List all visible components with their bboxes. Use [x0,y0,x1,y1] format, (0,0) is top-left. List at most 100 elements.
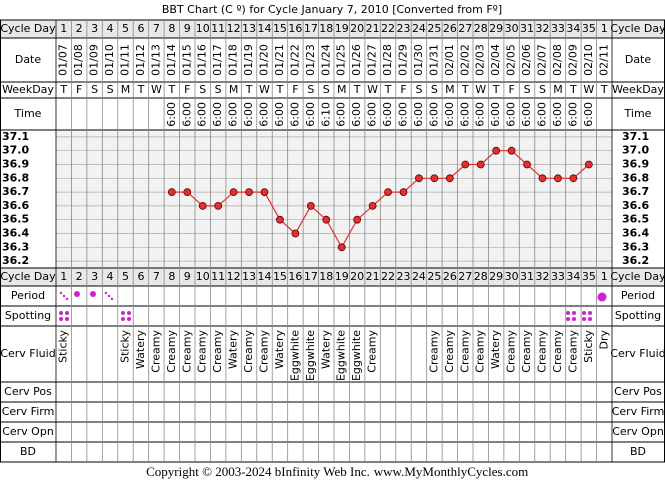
weekday: S [323,83,330,96]
row-label: Cycle Day [610,22,665,35]
row-label: Time [14,107,42,120]
weekday: S [199,83,206,96]
time: 6:00 [242,102,255,127]
weekday: S [431,83,438,96]
time: 6:00 [273,102,286,127]
website: www.MyMonthlyCycles.com [374,464,528,479]
cycle-day: 10 [196,270,210,283]
cycle-day: 9 [184,270,191,283]
y-tick-label: 36.7 [2,185,29,198]
cycle-day: 2 [76,22,83,35]
cycle-day: 29 [489,22,503,35]
weekday: W [475,83,486,96]
cerv-fluid: Watery [134,330,147,370]
row-label: Period [11,289,45,302]
y-tick-label: 36.5 [2,213,29,226]
cycle-day: 15 [273,270,287,283]
time: 6:00 [180,102,193,127]
date: 01/27 [366,44,379,76]
cycle-day: 24 [412,22,426,35]
temp-point [322,215,331,224]
temp-point [399,188,408,197]
weekday: F [508,83,514,96]
temp-point [384,188,392,197]
temp-point [461,160,470,169]
row-label: Date [15,53,42,66]
row-label: Cerv Opn [612,425,664,438]
time: 6:00 [412,102,425,127]
y-tick-label: 36.9 [622,158,649,171]
row-label: Cerv Fluid [0,347,55,360]
cycle-day: 35 [582,270,596,283]
weekday: M [445,83,455,96]
date: 01/17 [211,44,224,76]
weekday: M [229,83,239,96]
date: 01/18 [227,44,240,76]
cycle-day: 18 [319,270,333,283]
cycle-day: 1 [601,270,608,283]
row-label: Cerv Opn [2,425,54,438]
cycle-day: 21 [366,22,380,35]
time: 6:00 [443,102,456,127]
y-tick-label: 36.6 [622,199,649,212]
cycle-day: 30 [505,22,519,35]
cycle-day: 24 [412,270,426,283]
cycle-day: 21 [366,270,380,283]
cycle-day: 17 [304,270,318,283]
cycle-day: 4 [107,22,114,35]
spotting-icons [59,311,592,321]
time: 6:00 [505,102,518,127]
temp-point [445,174,454,183]
time: 6:00 [258,102,271,127]
cycle-day: 4 [107,270,114,283]
cerv-fluid: Creamy [427,330,440,373]
row-label: BD [20,445,36,458]
time: 6:00 [397,102,410,127]
row-label: Cycle Day [0,270,56,283]
cycle-day: 13 [242,270,256,283]
cycle-day: 14 [258,22,272,35]
cerv-fluid: Creamy [149,330,162,373]
weekday: W [583,83,594,96]
y-tick-label: 37.1 [622,130,649,143]
date: 02/11 [597,44,610,76]
cerv-fluid: Creamy [458,330,471,373]
temp-line [171,150,590,249]
temp-point [198,201,207,210]
time: 6:00 [551,102,564,127]
cycle-day: 15 [273,22,287,35]
y-tick-label: 36.8 [2,171,29,184]
row-label: WeekDay [2,83,54,96]
y-tick-label: 36.6 [2,199,29,212]
date: 01/10 [103,44,116,76]
cycle-day: 5 [122,22,129,35]
date: 01/12 [134,44,147,76]
temp-point [507,146,516,155]
cycle-day: 22 [381,270,395,283]
cycle-day: 19 [335,270,349,283]
cerv-fluid: Creamy [180,330,193,373]
row-label: Spotting [5,309,51,322]
time: 6:00 [582,102,595,127]
temp-point [306,201,315,210]
y-tick-label: 36.3 [622,240,649,253]
cerv-fluid: Creamy [443,330,456,373]
cycle-day: 12 [227,22,241,35]
cerv-fluid: Creamy [196,330,209,373]
temp-point [415,174,423,183]
cycle-day: 19 [335,22,349,35]
weekday: T [569,83,577,96]
time: 6:00 [304,102,317,127]
temp-point [276,215,284,224]
cycle-day: 26 [443,22,457,35]
date: 02/01 [443,44,456,76]
cycle-day: 28 [474,270,488,283]
cycle-day: 30 [505,270,519,283]
temp-point [229,188,238,197]
weekday: T [384,83,392,96]
cerv-fluid: Eggwhite [304,330,317,381]
weekday: M [553,83,563,96]
header-row [0,20,665,38]
weekday: F [400,83,406,96]
date: 01/29 [397,44,410,76]
